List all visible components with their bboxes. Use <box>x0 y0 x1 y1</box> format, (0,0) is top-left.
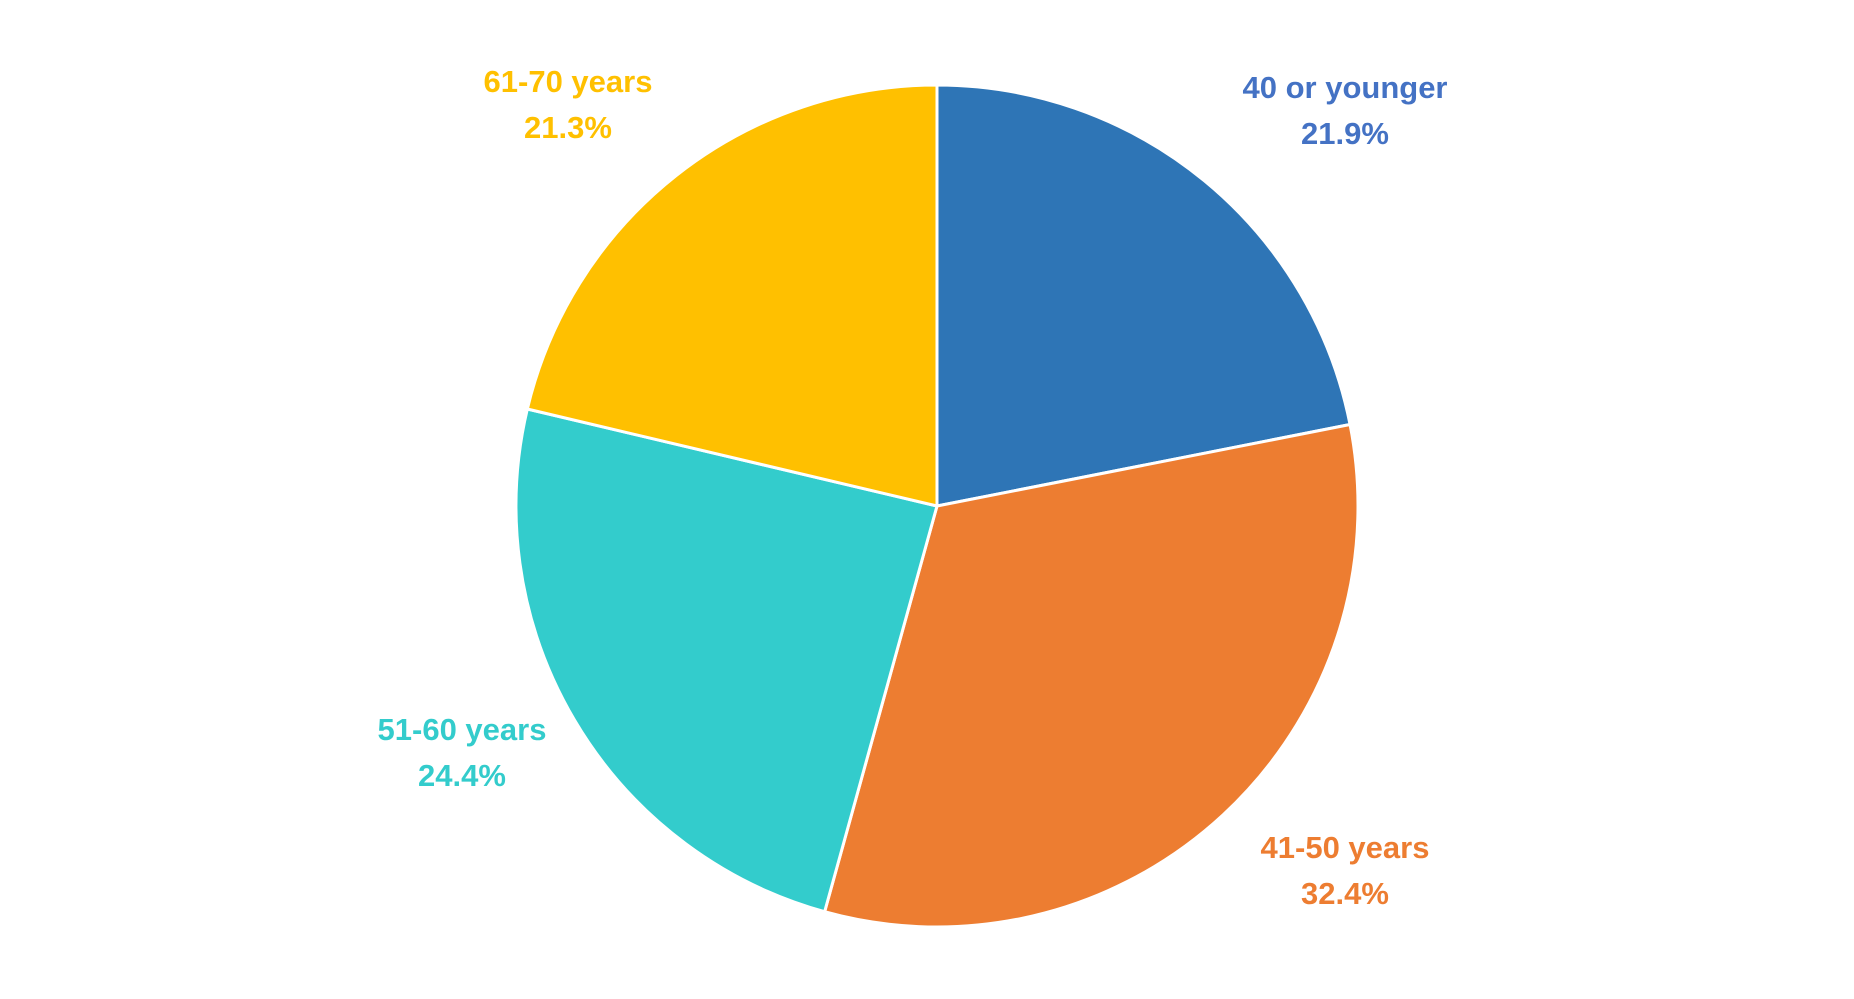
slice-value-label-1: 21.9% <box>1301 116 1389 151</box>
slice-label-3: 51-60 years <box>378 712 547 747</box>
slice-value-label-4: 21.3% <box>524 110 612 145</box>
pie-labels: 40 or younger 21.9% 41-50 years 32.4% 51-60 … <box>378 64 1448 911</box>
pie-slice-4 <box>525 83 939 508</box>
slice-value-label-2: 32.4% <box>1301 876 1389 911</box>
slice-label-4: 61-70 years <box>484 64 653 99</box>
slice-label-2: 41-50 years <box>1261 830 1430 865</box>
pie-slices <box>514 83 1360 929</box>
pie-slice-2 <box>823 423 1360 929</box>
pie-slice-1 <box>935 83 1352 508</box>
pie-slice-3 <box>514 407 939 914</box>
slice-value-label-3: 24.4% <box>418 758 506 793</box>
slice-label-1: 40 or younger <box>1243 70 1448 105</box>
